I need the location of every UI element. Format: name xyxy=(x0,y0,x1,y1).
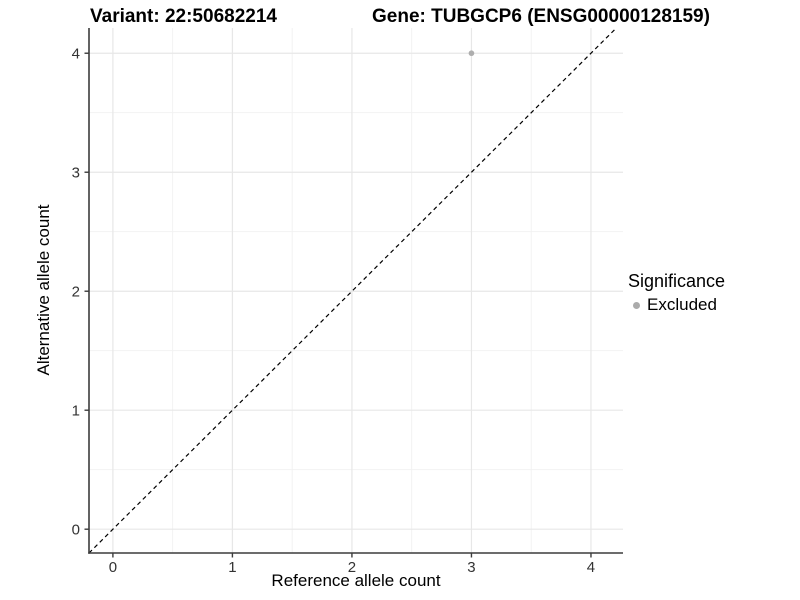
x-tick-label: 2 xyxy=(348,559,356,576)
x-tick-label: 3 xyxy=(467,559,475,576)
y-tick-label: 1 xyxy=(72,403,80,420)
legend-point-marker-icon xyxy=(633,301,640,309)
legend: Significance Excluded xyxy=(628,271,725,315)
y-axis-title: Alternative allele count xyxy=(34,204,53,376)
x-tick-label: 4 xyxy=(587,559,595,576)
legend-title: Significance xyxy=(628,271,726,291)
legend-item-label: Excluded xyxy=(647,295,717,314)
data-point xyxy=(468,50,475,57)
x-tick-label: 0 xyxy=(109,559,117,576)
y-tick-label: 0 xyxy=(72,522,80,539)
x-axis-title: Reference allele count xyxy=(271,571,441,590)
identity-line xyxy=(88,27,617,554)
y-tick-label: 2 xyxy=(72,284,80,301)
legend-item-excluded: Excluded xyxy=(628,295,725,315)
variant-title: Variant: 22:50682214 xyxy=(90,6,277,27)
x-tick-label: 1 xyxy=(228,559,236,576)
gene-title: Gene: TUBGCP6 (ENSG00000128159) xyxy=(372,6,710,27)
y-tick-label: 4 xyxy=(72,46,80,63)
y-tick-label: 3 xyxy=(72,165,80,182)
